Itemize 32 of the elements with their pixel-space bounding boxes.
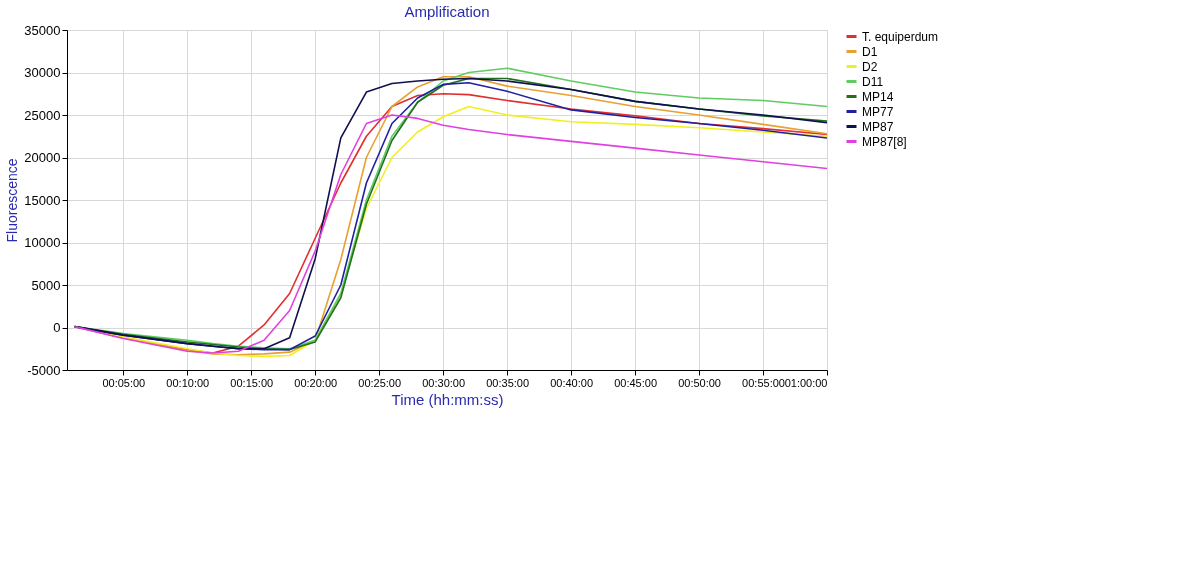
y-tick-label: 25000 [24,107,61,123]
y-tick-label: 5000 [31,277,61,293]
legend-label: T. equiperdum [862,29,939,44]
x-axis-title: Time (hh:mm:ss) [391,390,504,408]
y-tick-label: 20000 [24,150,61,165]
y-axis-title: Fluorescence [4,158,21,243]
y-tick-label: 35000 [24,22,61,38]
x-tick-label: 00:45:00 [614,376,657,389]
legend-label: D1 [862,44,878,59]
y-tick-label: 0 [53,320,61,335]
x-tick-label: 01:00:00 [784,376,828,389]
legend-label: MP87 [862,119,894,134]
x-tick-label: 00:35:00 [486,376,530,389]
legend-label: MP14 [862,89,894,104]
x-tick-label: 00:40:00 [550,376,594,389]
x-tick-label: 00:50:00 [678,376,721,389]
legend-label: MP77 [862,104,894,119]
y-tick-label: 30000 [24,65,61,80]
chart-title: Amplification [404,3,490,20]
y-tick-label: -5000 [27,362,61,378]
x-tick-label: 00:30:00 [422,376,466,389]
x-tick-label: 00:05:00 [102,376,146,389]
x-tick-label: 00:25:00 [358,376,402,389]
legend-label: D11 [862,74,884,89]
y-tick-label: 15000 [24,192,61,208]
y-tick-label: 10000 [24,235,61,250]
x-tick-label: 00:55:00 [742,376,785,389]
legend-label: MP87[8] [862,134,907,149]
x-tick-label: 00:20:00 [294,376,338,389]
x-tick-label: 00:15:00 [230,376,274,389]
x-tick-label: 00:10:00 [166,376,210,389]
legend-label: D2 [862,59,878,74]
